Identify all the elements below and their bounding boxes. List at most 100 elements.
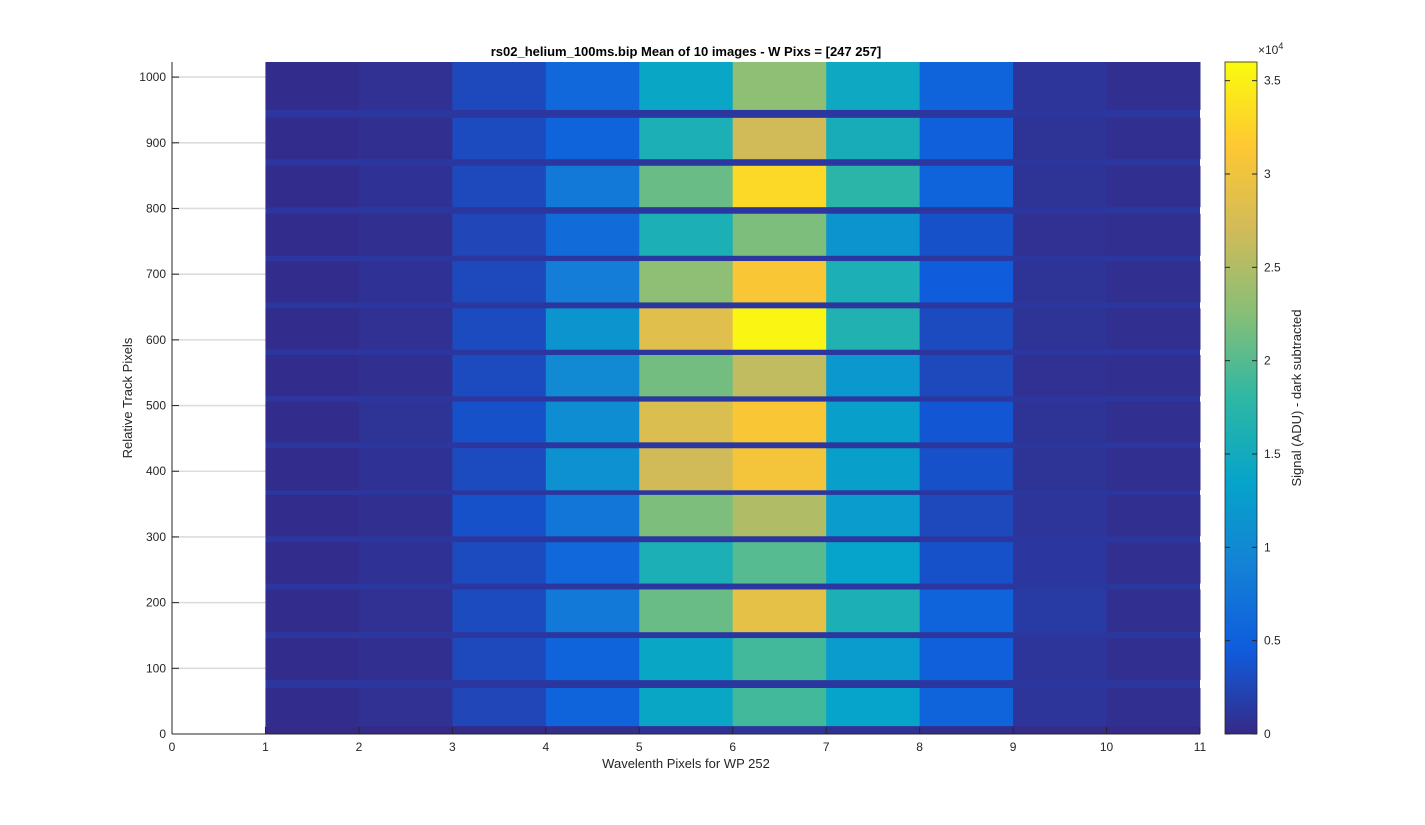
heatmap-cell [732, 688, 827, 727]
heatmap-cell [919, 354, 1014, 397]
heatmap-cell [826, 117, 921, 160]
heatmap-cell [639, 401, 734, 443]
heatmap-cell [265, 726, 360, 734]
colorbar-exponent-base: ×10 [1258, 43, 1279, 57]
heatmap-cell [545, 261, 640, 303]
heatmap-cell [265, 494, 360, 537]
heatmap-cell [358, 354, 453, 397]
heatmap-cell [358, 448, 453, 491]
heatmap-cell [452, 726, 547, 734]
heatmap-cell [919, 688, 1014, 727]
heatmap-cell [732, 401, 827, 443]
x-ticks: 0 1 2 3 4 5 6 7 8 9 10 11 [169, 727, 1207, 754]
heatmap-cell [732, 213, 827, 256]
x-tick-label: 3 [449, 740, 456, 754]
heatmap-cell [639, 308, 734, 350]
heatmap-cell [358, 117, 453, 160]
heatmap-cell [358, 261, 453, 303]
heatmap-cell [826, 62, 921, 110]
heatmap-cell [545, 165, 640, 208]
heatmap-cell [358, 62, 453, 110]
heatmap-cell [452, 494, 547, 537]
y-tick-label: 400 [146, 464, 166, 478]
heatmap-cell [265, 688, 360, 727]
heatmap-cell [1106, 354, 1201, 397]
heatmap-cell [1106, 638, 1201, 681]
heatmap-cell [452, 213, 547, 256]
heatmap-cell [452, 261, 547, 303]
heatmap-background [265, 62, 1200, 734]
heatmap-cell [265, 261, 360, 303]
x-tick-label: 2 [356, 740, 363, 754]
heatmap-cell [545, 542, 640, 584]
y-tick-label: 600 [146, 333, 166, 347]
heatmap-cell [826, 165, 921, 208]
colorbar-tick-label: 0.5 [1264, 634, 1281, 648]
heatmap-cell [826, 308, 921, 350]
y-tick-label: 900 [146, 136, 166, 150]
heatmap-cell [639, 213, 734, 256]
y-tick-label: 700 [146, 267, 166, 281]
x-tick-label: 4 [542, 740, 549, 754]
colorbar-exponent-power: 4 [1278, 41, 1283, 51]
colorbar-tick-label: 0 [1264, 727, 1271, 741]
heatmap-cell [452, 165, 547, 208]
heatmap-cell [732, 726, 827, 734]
heatmap-cell [1013, 165, 1108, 208]
heatmap-cell [358, 589, 453, 633]
heatmap-cell [826, 688, 921, 727]
heatmap-cell [732, 448, 827, 491]
x-tick-label: 7 [823, 740, 830, 754]
x-tick-label: 8 [916, 740, 923, 754]
heatmap-cell [826, 354, 921, 397]
heatmap-cell [265, 638, 360, 681]
heatmap-cell [1013, 62, 1108, 110]
heatmap-cell [358, 542, 453, 584]
heatmap-cell [1106, 401, 1201, 443]
colorbar-tick-label: 3.5 [1264, 74, 1281, 88]
heatmap-cell [358, 688, 453, 727]
heatmap-cell [826, 589, 921, 633]
heatmap-cell [826, 261, 921, 303]
heatmap-cell [826, 213, 921, 256]
colorbar-ticks: 0 0.5 1 1.5 2 2.5 3 3.5 [1225, 74, 1281, 741]
heatmap-cell [1106, 589, 1201, 633]
x-tick-label: 11 [1194, 740, 1207, 754]
heatmap-cell [826, 494, 921, 537]
heatmap-cell [639, 165, 734, 208]
heatmap-cell [919, 308, 1014, 350]
x-tick-label: 9 [1010, 740, 1017, 754]
y-axis-label: Relative Track Pixels [120, 337, 135, 458]
heatmap-cell [265, 308, 360, 350]
heatmap-cell [358, 308, 453, 350]
heatmap-cell [919, 213, 1014, 256]
x-tick-label: 10 [1100, 740, 1114, 754]
heatmap-cell [358, 726, 453, 734]
chart-title: rs02_helium_100ms.bip Mean of 10 images … [491, 44, 882, 59]
heatmap-cell [919, 542, 1014, 584]
heatmap-cell [265, 542, 360, 584]
heatmap-cell [265, 213, 360, 256]
y-tick-label: 100 [146, 661, 166, 675]
heatmap-cell [919, 401, 1014, 443]
heatmap-cell [452, 638, 547, 681]
colorbar-tick-label: 1 [1264, 540, 1271, 554]
heatmap-cell [452, 354, 547, 397]
heatmap-cell [732, 354, 827, 397]
heatmap-cell [452, 688, 547, 727]
heatmap-cell [452, 117, 547, 160]
heatmap-cell [639, 494, 734, 537]
heatmap-cell [1013, 308, 1108, 350]
colorbar-tick-label: 2.5 [1264, 260, 1281, 274]
heatmap-cell [919, 117, 1014, 160]
heatmap-cell [1106, 494, 1201, 537]
y-tick-label: 1000 [139, 70, 166, 84]
colorbar-tick-label: 3 [1264, 167, 1271, 181]
heatmap-cell [639, 117, 734, 160]
heatmap-cell [1013, 117, 1108, 160]
heatmap-cell [545, 494, 640, 537]
colorbar-label: Signal (ADU) - dark subtracted [1289, 309, 1304, 486]
colorbar-tick-label: 2 [1264, 354, 1271, 368]
heatmap-cell [732, 165, 827, 208]
